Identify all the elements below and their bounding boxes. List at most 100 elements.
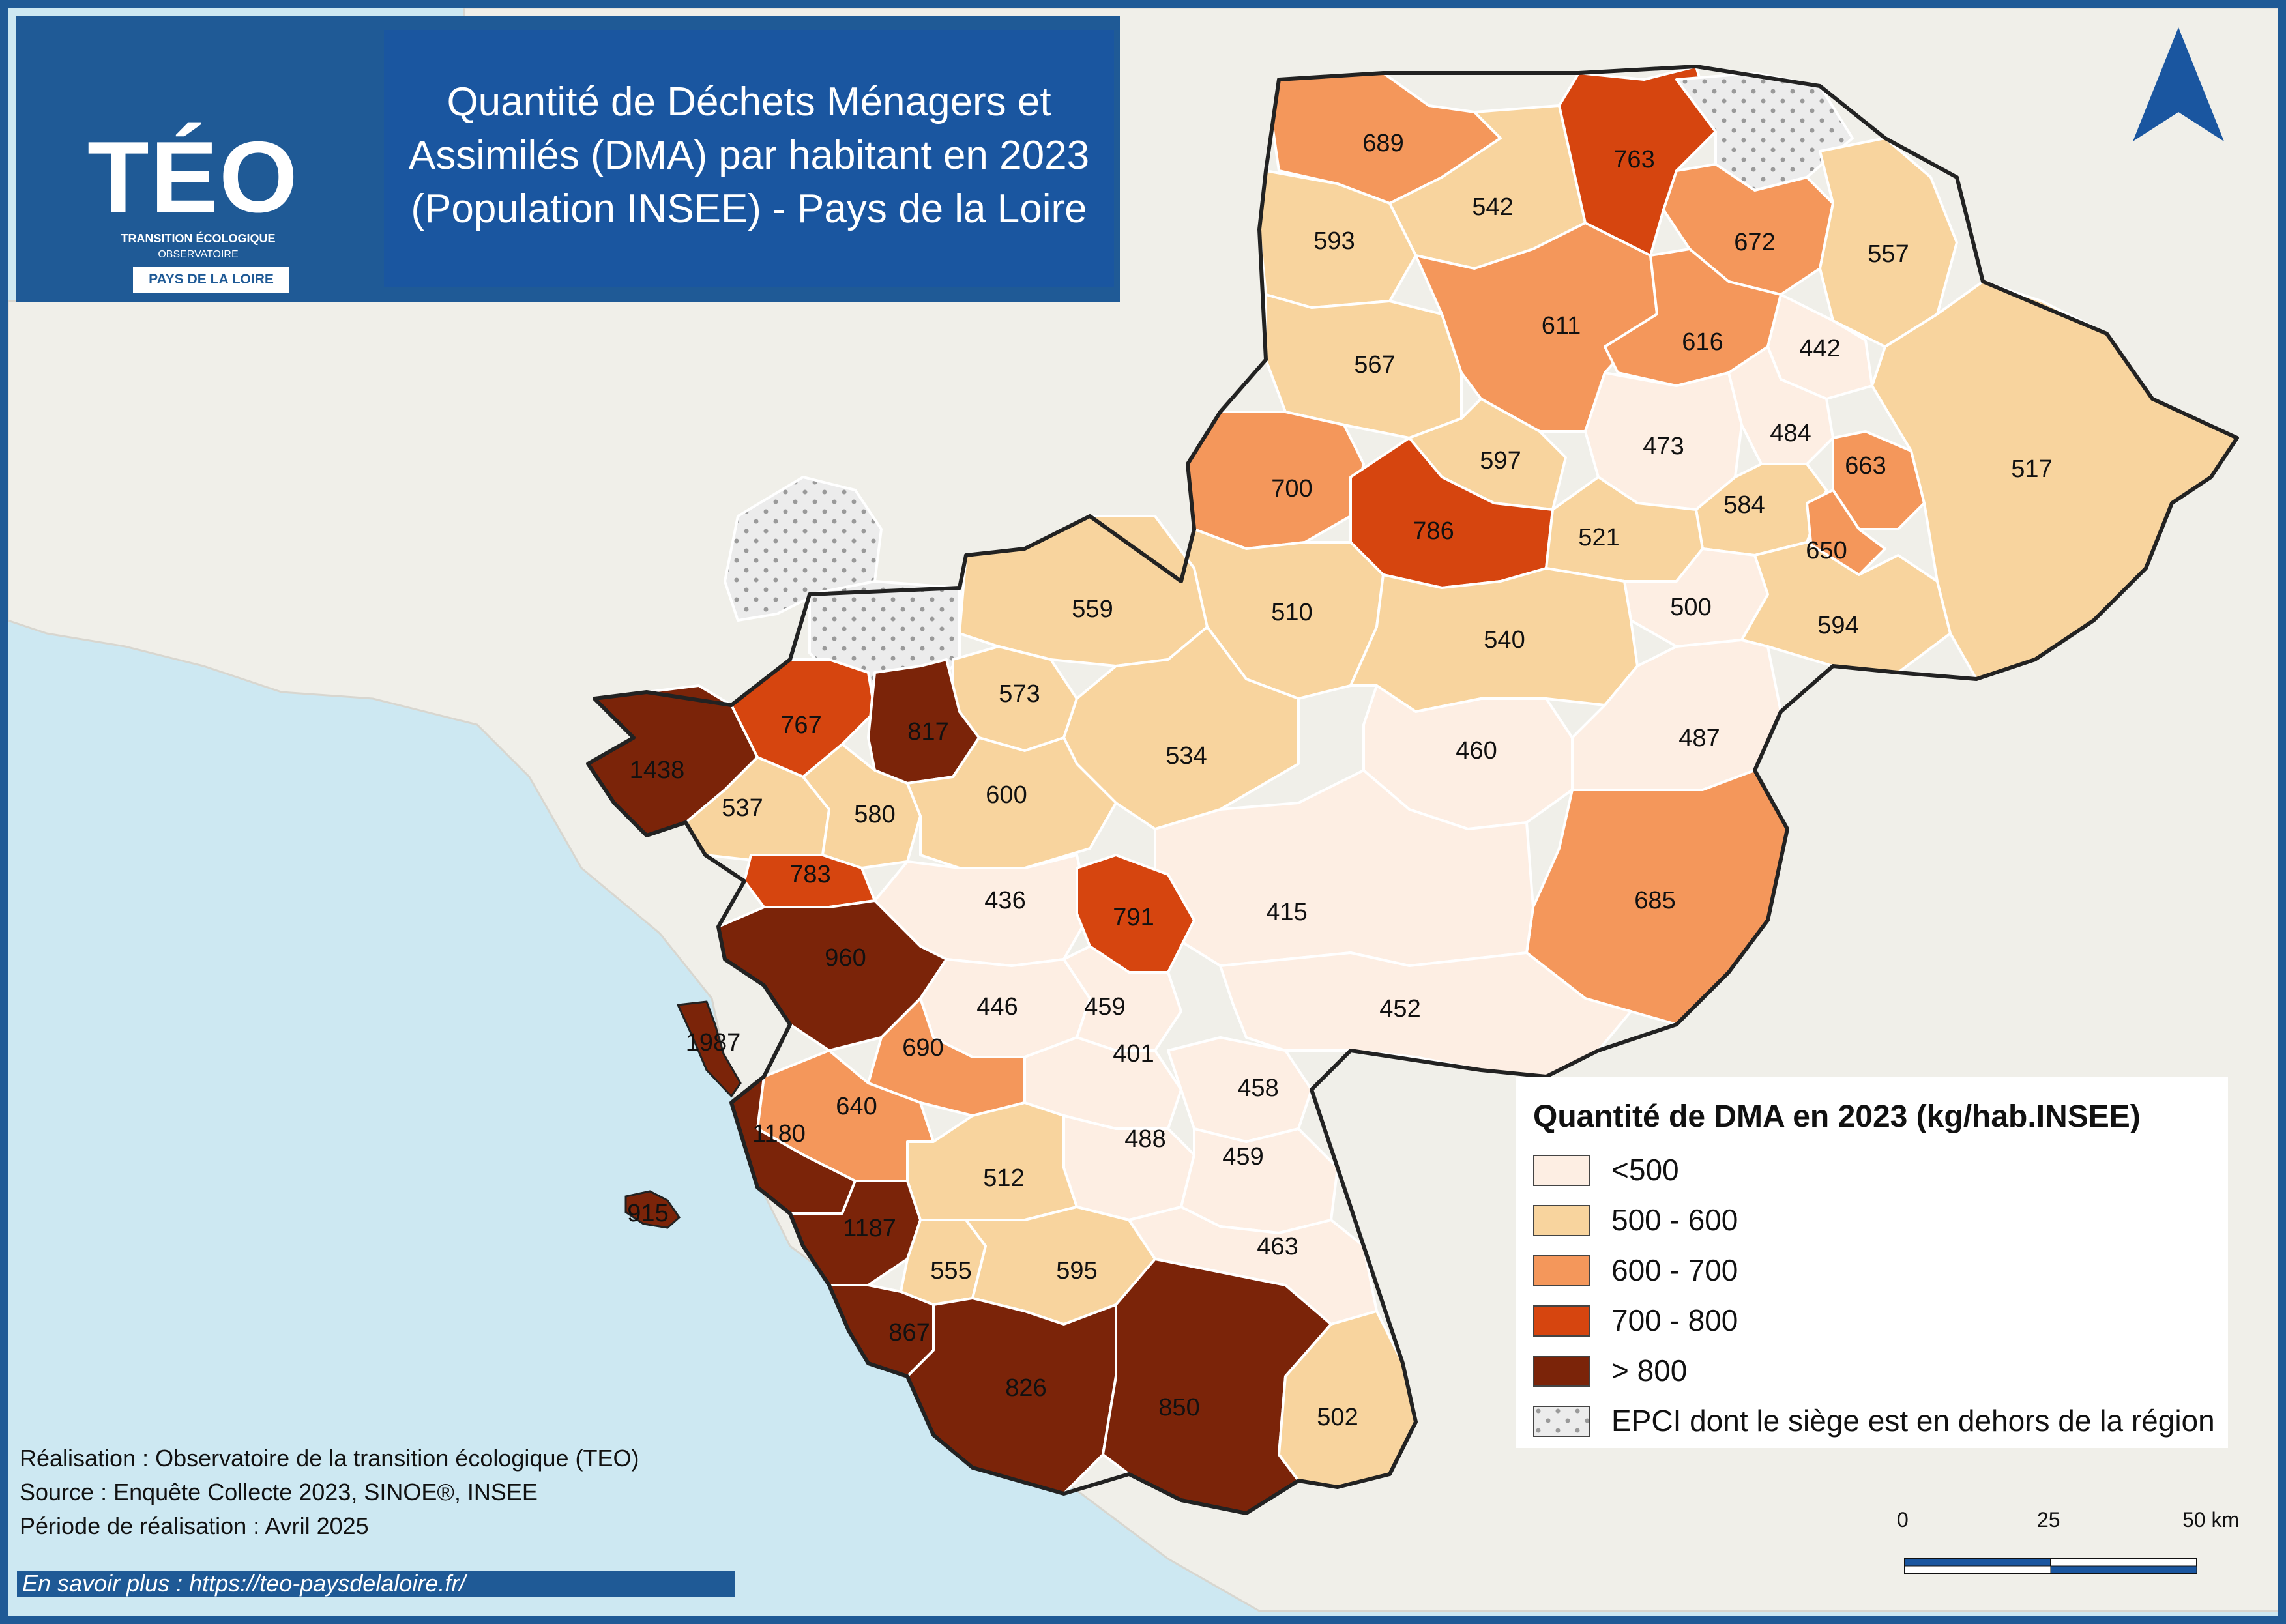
label-783: 783 (789, 861, 830, 888)
label-415: 415 (1266, 899, 1307, 926)
credits: Réalisation : Observatoire de la transit… (20, 1442, 639, 1543)
legend-label: 700 - 800 (1611, 1303, 1738, 1337)
north-arrow-icon (2133, 27, 2224, 141)
dept-sarthe (1545, 65, 2238, 680)
label-540: 540 (1484, 626, 1525, 654)
label-473: 473 (1643, 433, 1684, 460)
label-510: 510 (1271, 599, 1312, 626)
link-bar[interactable]: En savoir plus : https://teo-paysdelaloi… (17, 1571, 735, 1597)
logo-badge: PAYS DE LA LOIRE (133, 267, 289, 293)
label-786: 786 (1413, 517, 1454, 545)
label-442: 442 (1799, 335, 1840, 362)
label-584: 584 (1723, 491, 1765, 519)
label-1180: 1180 (752, 1120, 806, 1148)
label-580: 580 (854, 801, 895, 828)
legend-label: 500 - 600 (1611, 1203, 1738, 1237)
credits-line-1: Réalisation : Observatoire de la transit… (20, 1445, 639, 1472)
epci-459a (1062, 945, 1182, 1052)
epci-600 (906, 736, 1117, 869)
title-line-1: Quantité de Déchets Ménagers et (447, 80, 1051, 124)
label-459a: 459 (1084, 993, 1125, 1021)
label-534: 534 (1165, 742, 1207, 770)
island-noirmoutier (676, 1000, 742, 1098)
scale-label-25: 25 (2037, 1508, 2060, 1531)
label-446: 446 (976, 993, 1018, 1021)
credits-line-3: Période de réalisation : Avril 2025 (20, 1513, 369, 1539)
label-521: 521 (1578, 524, 1619, 551)
legend-label: 600 - 700 (1611, 1253, 1738, 1287)
label-512: 512 (983, 1165, 1024, 1192)
legend-swatch (1533, 1255, 1590, 1286)
label-594: 594 (1817, 612, 1858, 639)
label-685: 685 (1634, 887, 1675, 914)
value-labels: 689 763 542 593 672 557 611 616 442 567 … (627, 130, 2052, 1431)
legend-label: EPCI dont le siège est en dehors de la r… (1611, 1404, 2215, 1438)
scale-bar (1904, 1558, 2197, 1574)
label-593: 593 (1313, 227, 1355, 255)
label-537: 537 (722, 794, 763, 822)
dept-maine-et-loire (1154, 528, 1789, 1078)
label-672: 672 (1734, 229, 1775, 256)
label-690: 690 (902, 1034, 943, 1062)
label-484: 484 (1770, 420, 1811, 447)
scale-label-0: 0 (1897, 1508, 1909, 1531)
label-502: 502 (1317, 1404, 1358, 1431)
label-458: 458 (1237, 1075, 1278, 1102)
label-1987: 1987 (686, 1029, 741, 1056)
dept-vendee (730, 997, 1417, 1515)
label-689: 689 (1362, 130, 1403, 157)
label-791: 791 (1113, 904, 1154, 931)
epci-460 (1362, 684, 1574, 830)
label-555: 555 (930, 1257, 971, 1284)
label-915: 915 (627, 1200, 668, 1227)
label-1187: 1187 (843, 1215, 896, 1242)
map-title: Quantité de Déchets Ménagers et Assimilé… (397, 76, 1101, 236)
label-452: 452 (1379, 995, 1420, 1022)
title-panel: Quantité de Déchets Ménagers et Assimilé… (384, 30, 1114, 287)
island-ile-d-yeu (624, 1190, 681, 1229)
label-557: 557 (1868, 240, 1909, 268)
label-600: 600 (986, 781, 1027, 809)
label-611: 611 (1542, 312, 1581, 340)
legend-swatch (1533, 1155, 1590, 1186)
legend-label: > 800 (1611, 1354, 1688, 1387)
label-500: 500 (1670, 594, 1711, 621)
teo-logo: TÉO TRANSITION ÉCOLOGIQUE OBSERVATOIRE P… (48, 29, 348, 293)
label-763: 763 (1613, 146, 1654, 173)
label-1438: 1438 (630, 757, 685, 784)
label-650: 650 (1806, 537, 1847, 564)
label-460: 460 (1456, 737, 1497, 764)
logo-subtitle: TRANSITION ÉCOLOGIQUE (121, 232, 276, 245)
title-line-2: Assimilés (DMA) par habitant en 2023 (408, 133, 1090, 178)
label-595: 595 (1056, 1257, 1097, 1284)
label-850: 850 (1158, 1394, 1199, 1421)
label-616: 616 (1682, 328, 1723, 356)
label-487: 487 (1678, 725, 1720, 752)
logo-subtitle-2: OBSERVATOIRE (158, 249, 239, 260)
label-700: 700 (1271, 475, 1312, 502)
label-597: 597 (1480, 447, 1521, 474)
label-826: 826 (1005, 1374, 1046, 1402)
label-488: 488 (1124, 1125, 1165, 1153)
label-436: 436 (984, 887, 1025, 914)
label-663: 663 (1845, 452, 1886, 480)
label-567: 567 (1354, 351, 1395, 379)
legend-swatch (1533, 1356, 1590, 1387)
label-459b: 459 (1222, 1143, 1263, 1170)
label-573: 573 (999, 680, 1040, 708)
label-401: 401 (1113, 1040, 1154, 1067)
label-960: 960 (825, 944, 866, 972)
credits-line-2: Source : Enquête Collecte 2023, SINOE®, … (20, 1479, 538, 1505)
legend-swatch-dots (1533, 1406, 1590, 1437)
logo-text: TÉO (87, 121, 299, 233)
label-767: 767 (780, 712, 821, 739)
legend-title: Quantité de DMA en 2023 (kg/hab.INSEE) (1533, 1099, 2141, 1134)
legend-swatch (1533, 1305, 1590, 1337)
epci-594 (1740, 541, 1952, 674)
label-517: 517 (2011, 456, 2052, 483)
website-link[interactable]: En savoir plus : https://teo-paysdelaloi… (22, 1570, 466, 1597)
label-640: 640 (836, 1093, 877, 1120)
legend-swatch (1533, 1205, 1590, 1236)
label-867: 867 (888, 1319, 930, 1346)
label-817: 817 (907, 718, 948, 746)
